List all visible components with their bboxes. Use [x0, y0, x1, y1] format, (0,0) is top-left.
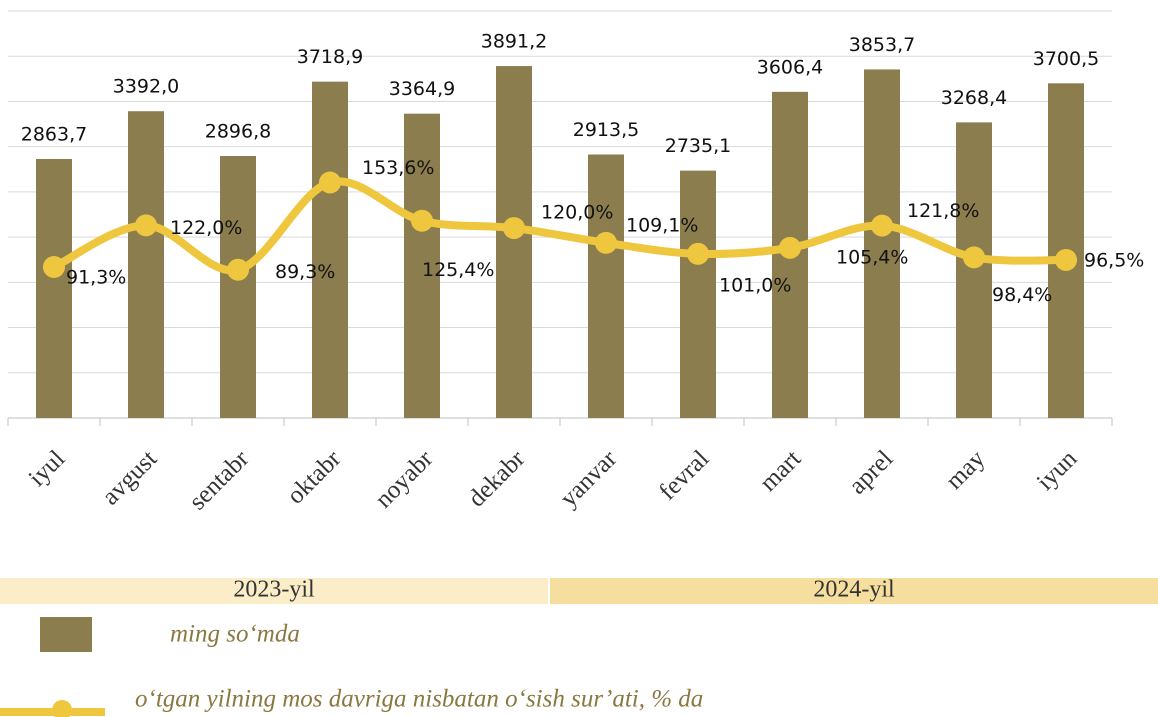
period-label: 2024-yil	[813, 577, 895, 603]
line-marker	[135, 214, 157, 237]
line-marker	[963, 246, 985, 269]
data-label: 91,3%	[66, 267, 126, 289]
period-label: 2023-yil	[233, 577, 315, 603]
data-label: 98,4%	[992, 284, 1052, 306]
data-label: 122,0%	[170, 217, 242, 239]
data-label: 109,1%	[626, 214, 698, 236]
line-marker	[595, 231, 617, 254]
line-marker	[227, 258, 249, 281]
data-label: 101,0%	[719, 274, 791, 296]
period-band	[0, 578, 548, 604]
data-label: 2896,8	[205, 121, 271, 143]
bar	[680, 170, 716, 418]
x-tick-label: sentabr	[184, 445, 255, 516]
legend-swatch	[40, 617, 92, 652]
legend-label: o‘tgan yilning mos davriga nisbatan o‘si…	[135, 686, 703, 713]
bar	[312, 81, 348, 419]
line-marker	[687, 242, 709, 265]
x-tick-label: iyul	[24, 445, 71, 492]
x-tick-label: may	[941, 445, 991, 495]
data-label: 3268,4	[941, 87, 1007, 109]
data-label: 89,3%	[275, 261, 335, 283]
x-tick-label: fevral	[654, 445, 714, 505]
data-label: 3853,7	[849, 34, 915, 56]
line-marker	[503, 217, 525, 240]
line-marker	[319, 171, 341, 194]
data-label: 105,4%	[836, 246, 908, 268]
data-label: 3891,2	[481, 31, 547, 53]
line-marker	[779, 236, 801, 259]
data-label: 3606,4	[757, 56, 823, 78]
bar	[220, 156, 256, 418]
bar	[128, 111, 164, 418]
x-tick-label: yanvar	[555, 445, 623, 513]
data-label: 3392,0	[113, 76, 179, 98]
x-tick-label: dekabr	[463, 445, 531, 513]
bar	[588, 154, 624, 418]
x-tick-label: iyun	[1032, 445, 1083, 496]
data-label: 153,6%	[362, 157, 434, 179]
data-label: 3364,9	[389, 78, 455, 100]
legend-swatch	[52, 700, 72, 717]
data-label: 96,5%	[1084, 249, 1144, 271]
data-label: 3700,5	[1033, 48, 1099, 70]
line-marker	[871, 214, 893, 237]
line-marker	[411, 209, 433, 232]
bar	[404, 113, 440, 419]
data-label: 3718,9	[297, 46, 363, 68]
bar	[496, 66, 532, 419]
x-tick-label: avgust	[97, 445, 162, 510]
legend-label: ming so‘mda	[170, 621, 300, 648]
data-label: 2735,1	[665, 135, 731, 157]
bar	[36, 158, 72, 418]
data-label: 121,8%	[907, 200, 979, 222]
data-label: 2863,7	[21, 123, 87, 145]
x-tick-label: oktabr	[282, 445, 347, 510]
line-marker	[43, 256, 65, 279]
data-label: 2913,5	[573, 119, 639, 141]
bar	[864, 69, 900, 418]
x-tick-label: aprel	[844, 445, 898, 499]
x-tick-label: noyabr	[370, 445, 439, 514]
x-tick-label: mart	[755, 445, 807, 497]
data-label: 120,0%	[541, 202, 613, 224]
period-band	[550, 578, 1158, 604]
line-marker	[1055, 248, 1077, 271]
data-label: 125,4%	[422, 259, 494, 281]
bar	[956, 122, 992, 418]
